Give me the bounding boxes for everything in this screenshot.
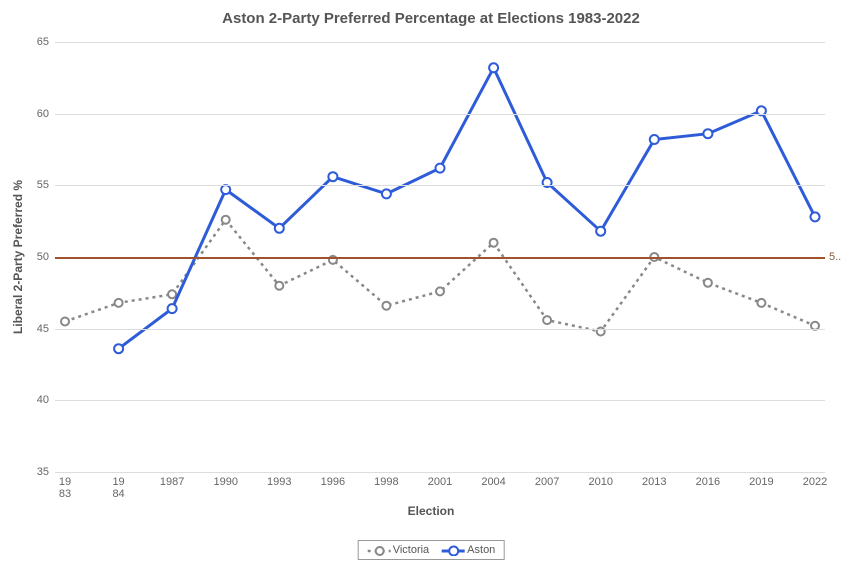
y-axis-label: Liberal 2-Party Preferred % <box>11 180 25 334</box>
x-tick-label: 2001 <box>428 472 452 488</box>
data-point <box>168 304 177 313</box>
x-tick-label: 2007 <box>535 472 559 488</box>
legend-item-aston: Aston <box>441 544 495 556</box>
x-tick-label: 2016 <box>696 472 720 488</box>
grid-line <box>55 185 825 186</box>
data-point <box>704 279 712 287</box>
x-axis-label: Election <box>0 504 862 518</box>
x-tick-label: 2013 <box>642 472 666 488</box>
data-point <box>436 164 445 173</box>
data-point <box>114 344 123 353</box>
x-tick-label: 2019 <box>749 472 773 488</box>
data-point <box>811 212 820 221</box>
y-tick-label: 60 <box>37 108 55 120</box>
y-tick-label: 50 <box>37 251 55 263</box>
data-point <box>275 224 284 233</box>
data-point <box>115 299 123 307</box>
data-point <box>328 172 337 181</box>
data-point <box>382 302 390 310</box>
plot-area: 354045505560655..19 8319 841987199019931… <box>55 42 825 472</box>
y-tick-label: 65 <box>37 36 55 48</box>
data-point <box>650 135 659 144</box>
x-tick-label: 1993 <box>267 472 291 488</box>
grid-line <box>55 114 825 115</box>
chart-title: Aston 2-Party Preferred Percentage at El… <box>0 10 862 27</box>
x-tick-label: 2004 <box>481 472 505 488</box>
data-point <box>703 129 712 138</box>
y-tick-label: 45 <box>37 323 55 335</box>
data-point <box>382 189 391 198</box>
grid-line <box>55 329 825 330</box>
legend-swatch <box>367 544 391 556</box>
data-point <box>275 282 283 290</box>
legend-item-victoria: Victoria <box>367 544 429 556</box>
grid-line <box>55 42 825 43</box>
legend-swatch <box>441 544 465 556</box>
x-tick-label: 19 83 <box>59 472 71 500</box>
data-point <box>596 227 605 236</box>
data-point <box>490 239 498 247</box>
data-point <box>221 185 230 194</box>
data-point <box>61 318 69 326</box>
legend: Victoria Aston <box>358 540 505 560</box>
data-point <box>489 63 498 72</box>
series-line-aston <box>119 68 815 349</box>
x-tick-label: 1998 <box>374 472 398 488</box>
x-tick-label: 2022 <box>803 472 827 488</box>
grid-line <box>55 400 825 401</box>
chart-container: Aston 2-Party Preferred Percentage at El… <box>0 0 862 575</box>
legend-label: Aston <box>467 544 495 556</box>
legend-label: Victoria <box>393 544 429 556</box>
series-line-victoria <box>65 220 815 332</box>
data-point <box>543 316 551 324</box>
data-point <box>222 216 230 224</box>
y-tick-label: 55 <box>37 179 55 191</box>
reference-line <box>55 257 825 259</box>
x-tick-label: 1996 <box>321 472 345 488</box>
data-point <box>168 290 176 298</box>
x-tick-label: 19 84 <box>112 472 124 500</box>
x-tick-label: 1987 <box>160 472 184 488</box>
data-point <box>436 287 444 295</box>
y-tick-label: 35 <box>37 466 55 478</box>
y-tick-label: 40 <box>37 394 55 406</box>
x-tick-label: 2010 <box>588 472 612 488</box>
x-tick-label: 1990 <box>213 472 237 488</box>
data-point <box>757 299 765 307</box>
reference-line-label: 5.. <box>825 251 841 263</box>
